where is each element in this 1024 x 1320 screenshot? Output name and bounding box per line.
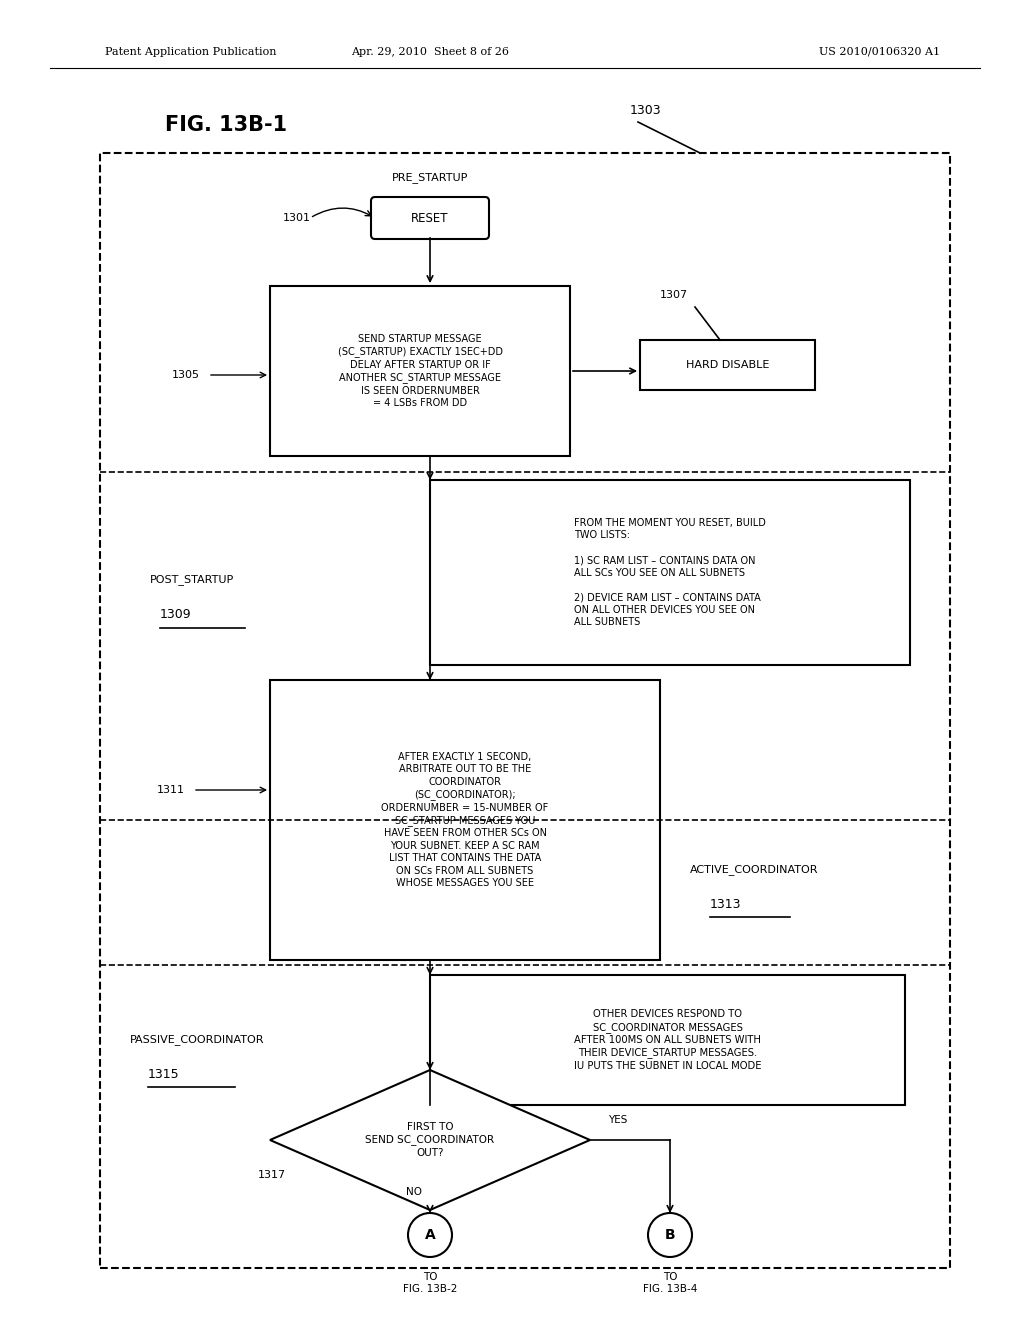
Text: PRE_STARTUP: PRE_STARTUP xyxy=(392,173,468,183)
Text: 1311: 1311 xyxy=(157,785,185,795)
Text: TO
FIG. 13B-4: TO FIG. 13B-4 xyxy=(643,1271,697,1295)
Text: AFTER EXACTLY 1 SECOND,
ARBITRATE OUT TO BE THE
COORDINATOR
(SC_COORDINATOR);
OR: AFTER EXACTLY 1 SECOND, ARBITRATE OUT TO… xyxy=(381,752,549,888)
Text: FROM THE MOMENT YOU RESET, BUILD
TWO LISTS:

1) SC RAM LIST – CONTAINS DATA ON
A: FROM THE MOMENT YOU RESET, BUILD TWO LIS… xyxy=(574,517,766,627)
Bar xyxy=(430,480,910,665)
FancyBboxPatch shape xyxy=(371,197,489,239)
Bar xyxy=(640,341,815,389)
Bar xyxy=(430,975,905,1105)
Text: TO
FIG. 13B-2: TO FIG. 13B-2 xyxy=(402,1271,457,1295)
Text: SEND STARTUP MESSAGE
(SC_STARTUP) EXACTLY 1SEC+DD
DELAY AFTER STARTUP OR IF
ANOT: SEND STARTUP MESSAGE (SC_STARTUP) EXACTL… xyxy=(338,334,503,408)
Text: 1309: 1309 xyxy=(160,609,191,622)
Text: Apr. 29, 2010  Sheet 8 of 26: Apr. 29, 2010 Sheet 8 of 26 xyxy=(351,48,509,57)
Polygon shape xyxy=(270,1071,590,1210)
Text: YES: YES xyxy=(608,1115,628,1125)
Text: B: B xyxy=(665,1228,675,1242)
Text: 1317: 1317 xyxy=(258,1170,286,1180)
Bar xyxy=(100,153,950,1269)
Text: 1315: 1315 xyxy=(148,1068,179,1081)
Text: Patent Application Publication: Patent Application Publication xyxy=(105,48,276,57)
Text: 1303: 1303 xyxy=(630,103,662,116)
Text: PASSIVE_COORDINATOR: PASSIVE_COORDINATOR xyxy=(130,1035,264,1045)
Text: 1313: 1313 xyxy=(710,899,741,912)
Text: US 2010/0106320 A1: US 2010/0106320 A1 xyxy=(819,48,940,57)
Text: NO: NO xyxy=(406,1187,422,1197)
Bar xyxy=(270,286,570,455)
Text: RESET: RESET xyxy=(412,211,449,224)
Text: FIRST TO
SEND SC_COORDINATOR
OUT?: FIRST TO SEND SC_COORDINATOR OUT? xyxy=(366,1122,495,1158)
Text: POST_STARTUP: POST_STARTUP xyxy=(150,574,234,586)
Text: A: A xyxy=(425,1228,435,1242)
Text: FIG. 13B-1: FIG. 13B-1 xyxy=(165,115,287,135)
Text: 1301: 1301 xyxy=(283,213,311,223)
Text: 1305: 1305 xyxy=(172,370,200,380)
Text: ACTIVE_COORDINATOR: ACTIVE_COORDINATOR xyxy=(690,865,818,875)
Text: HARD DISABLE: HARD DISABLE xyxy=(686,360,769,370)
Bar xyxy=(270,680,660,960)
Text: 1307: 1307 xyxy=(660,290,688,300)
Text: OTHER DEVICES RESPOND TO
SC_COORDINATOR MESSAGES
AFTER 100MS ON ALL SUBNETS WITH: OTHER DEVICES RESPOND TO SC_COORDINATOR … xyxy=(573,1010,761,1071)
